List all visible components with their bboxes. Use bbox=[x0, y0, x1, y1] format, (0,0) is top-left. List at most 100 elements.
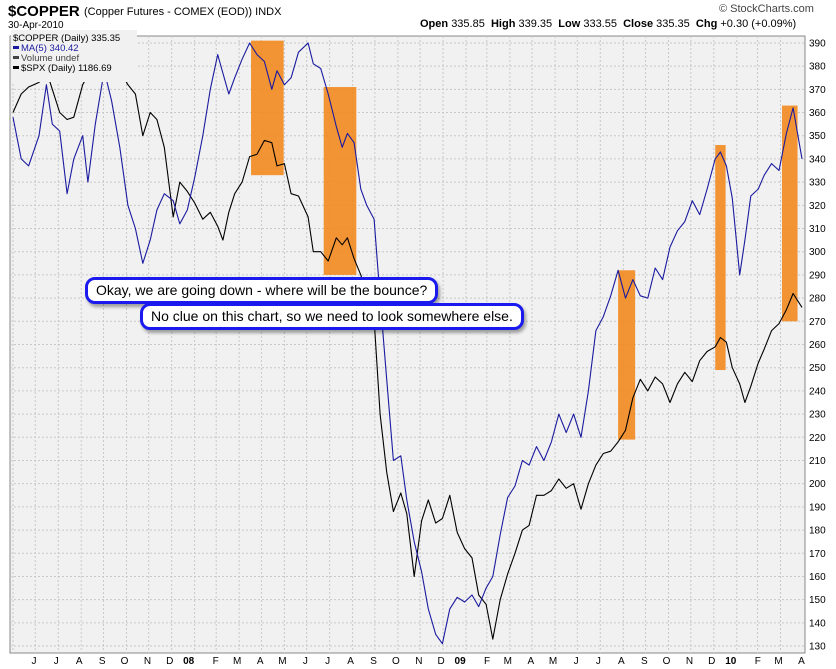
y-tick-label: 240 bbox=[809, 386, 826, 397]
legend-entry: Volume undef bbox=[21, 53, 79, 64]
x-tick-label: S bbox=[99, 656, 106, 667]
y-tick-label: 300 bbox=[809, 247, 826, 258]
x-tick-label: M bbox=[233, 656, 241, 667]
close-value: 335.35 bbox=[656, 18, 690, 30]
y-tick-label: 270 bbox=[809, 317, 826, 328]
series-line bbox=[12, 42, 803, 645]
x-tick-label: M bbox=[774, 656, 782, 667]
x-tick-label: F bbox=[213, 656, 219, 667]
x-tick-label: J bbox=[54, 656, 59, 667]
callout-no-clue: No clue on this chart, so we need to loo… bbox=[140, 303, 524, 330]
exchange-label: INDX bbox=[255, 6, 282, 18]
y-tick-label: 330 bbox=[809, 178, 826, 189]
y-tick-label: 310 bbox=[809, 224, 826, 235]
legend-background bbox=[11, 30, 137, 82]
x-tick-label: A bbox=[76, 656, 83, 667]
chg-label: Chg bbox=[695, 18, 718, 30]
x-tick-label: 10 bbox=[725, 656, 737, 667]
y-tick-label: 220 bbox=[809, 433, 826, 444]
legend-entry: MA(5) 340.42 bbox=[21, 43, 79, 54]
highlight-range bbox=[618, 270, 636, 440]
x-tick-label: A bbox=[798, 656, 805, 667]
x-tick-label: J bbox=[596, 656, 601, 667]
open-label: Open bbox=[420, 18, 449, 30]
highlight-range bbox=[715, 145, 726, 371]
y-axis: 130 140 150 160 170 180 190 200 210 220 230 240 250 2… bbox=[809, 38, 826, 652]
y-tick-label: 280 bbox=[809, 294, 826, 305]
ticker-symbol: $COPPER bbox=[8, 3, 80, 20]
y-tick-label: 230 bbox=[809, 410, 826, 421]
ticker-description: (Copper Futures - COMEX (EOD)) INDX bbox=[84, 6, 281, 18]
y-tick-label: 250 bbox=[809, 363, 826, 374]
series-line bbox=[12, 40, 803, 640]
y-tick-label: 390 bbox=[809, 38, 826, 49]
highlight-ranges bbox=[251, 40, 798, 440]
x-tick-label: J bbox=[574, 656, 579, 667]
y-tick-label: 340 bbox=[809, 154, 826, 165]
x-tick-label: J bbox=[32, 656, 37, 667]
legend-swatch bbox=[13, 46, 19, 49]
y-tick-label: 380 bbox=[809, 62, 826, 73]
x-tick-label: F bbox=[755, 656, 761, 667]
y-tick-label: 200 bbox=[809, 479, 826, 490]
y-tick-label: 260 bbox=[809, 340, 826, 351]
x-tick-label: O bbox=[392, 656, 400, 667]
x-tick-label: M bbox=[278, 656, 286, 667]
high-value: 339.35 bbox=[518, 18, 553, 30]
brand-logo: © StockCharts.com bbox=[719, 3, 814, 15]
x-tick-label: O bbox=[663, 656, 671, 667]
y-tick-label: 140 bbox=[809, 618, 826, 629]
highlight-range bbox=[323, 87, 357, 275]
x-tick-label: A bbox=[347, 656, 354, 667]
quote-bar: Open 335.85 High 339.35 Low 333.55 Close… bbox=[420, 18, 796, 30]
x-tick-label: D bbox=[708, 656, 715, 667]
y-tick-label: 160 bbox=[809, 572, 826, 583]
x-tick-label: N bbox=[686, 656, 693, 667]
x-tick-label: D bbox=[437, 656, 444, 667]
y-tick-label: 170 bbox=[809, 549, 826, 560]
legend-entry: $SPX (Daily) 1186.69 bbox=[21, 63, 112, 74]
x-tick-label: 09 bbox=[455, 656, 467, 667]
legend-entry: $COPPER (Daily) 335.35 bbox=[13, 33, 120, 44]
x-tick-label: J bbox=[325, 656, 330, 667]
y-tick-label: 350 bbox=[809, 131, 826, 142]
series-lines bbox=[12, 40, 803, 645]
chart-date: 30-Apr-2010 bbox=[8, 20, 64, 31]
y-tick-label: 210 bbox=[809, 456, 826, 467]
open-value: 335.85 bbox=[451, 18, 485, 30]
x-tick-label: S bbox=[370, 656, 377, 667]
x-tick-label: S bbox=[641, 656, 648, 667]
x-tick-label: A bbox=[257, 656, 264, 667]
close-label: Close bbox=[623, 18, 654, 30]
y-tick-label: 180 bbox=[809, 526, 826, 537]
y-tick-label: 290 bbox=[809, 270, 826, 281]
y-tick-label: 130 bbox=[809, 642, 826, 653]
x-axis: J J A S O N D 08 F M A M J J A S O N D 09 F M A M J J A S O N D 10 F M A bbox=[32, 656, 806, 667]
legend-swatch bbox=[13, 56, 19, 59]
highlight-range bbox=[781, 105, 798, 322]
low-label: Low bbox=[558, 18, 581, 30]
chg-value: +0.30 (+0.09%) bbox=[720, 18, 797, 30]
y-tick-label: 360 bbox=[809, 108, 826, 119]
legend-swatch bbox=[13, 66, 19, 69]
x-tick-label: D bbox=[166, 656, 173, 667]
y-tick-label: 320 bbox=[809, 201, 826, 212]
x-tick-label: F bbox=[484, 656, 490, 667]
y-tick-label: 190 bbox=[809, 502, 826, 513]
x-tick-label: N bbox=[415, 656, 422, 667]
x-tick-label: 08 bbox=[183, 656, 195, 667]
highlight-range bbox=[251, 40, 284, 176]
x-tick-label: A bbox=[618, 656, 625, 667]
y-tick-label: 370 bbox=[809, 85, 826, 96]
x-tick-label: M bbox=[504, 656, 512, 667]
y-tick-label: 150 bbox=[809, 595, 826, 606]
x-tick-label: M bbox=[549, 656, 557, 667]
high-label: High bbox=[490, 18, 516, 30]
x-tick-label: J bbox=[303, 656, 308, 667]
x-tick-label: O bbox=[121, 656, 129, 667]
low-value: 333.55 bbox=[583, 18, 617, 30]
x-tick-label: A bbox=[527, 656, 534, 667]
x-tick-label: N bbox=[144, 656, 151, 667]
